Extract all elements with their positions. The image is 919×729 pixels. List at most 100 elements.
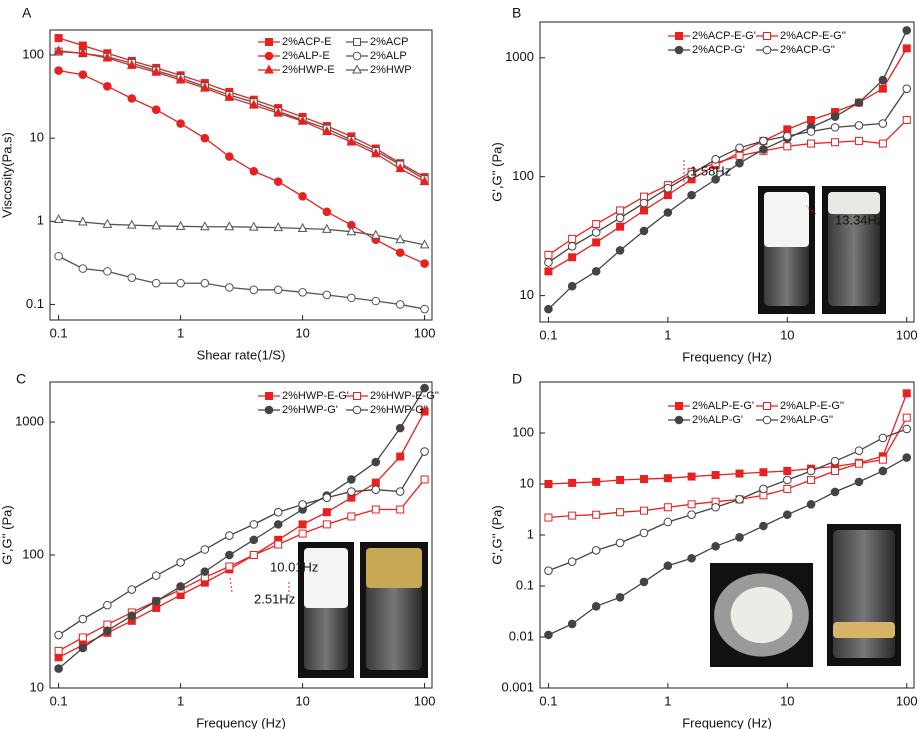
data-point <box>322 207 332 217</box>
data-point <box>735 151 744 160</box>
data-point <box>830 487 840 497</box>
data-point <box>902 389 911 398</box>
data-point <box>854 477 864 487</box>
data-point <box>175 74 186 84</box>
data-point <box>103 600 112 610</box>
data-point <box>783 484 792 493</box>
data-point <box>567 241 577 251</box>
photo <box>298 542 354 678</box>
legend-marker <box>264 64 274 74</box>
legend-label: 2%HWP <box>370 64 412 76</box>
data-point <box>347 475 356 484</box>
data-point <box>592 238 601 247</box>
data-point <box>395 487 405 496</box>
data-point <box>225 550 234 560</box>
data-point <box>274 540 283 549</box>
data-point <box>568 234 577 243</box>
data-point <box>831 138 840 147</box>
data-point <box>102 52 113 62</box>
data-point <box>902 453 912 462</box>
data-point <box>298 529 307 538</box>
data-point <box>322 508 331 517</box>
legend-marker <box>352 405 362 415</box>
data-point <box>200 567 210 576</box>
x-tick-label: 0.1 <box>50 693 68 708</box>
data-point <box>420 383 429 393</box>
data-point <box>102 218 113 228</box>
data-point <box>806 499 816 509</box>
data-point <box>831 466 840 475</box>
series-line <box>58 387 426 670</box>
data-point <box>568 253 577 262</box>
y-tick-label: 100 <box>22 46 44 61</box>
annotation: 10.01Hz <box>270 559 318 574</box>
jar-content <box>304 548 348 608</box>
data-point <box>639 506 648 515</box>
y-tick-label: 1 <box>527 526 534 541</box>
data-point <box>830 112 840 121</box>
y-tick-label: 10 <box>520 475 534 490</box>
data-point <box>639 528 649 538</box>
data-point <box>371 505 380 514</box>
data-point <box>248 99 259 109</box>
data-point <box>615 246 625 255</box>
data-point <box>273 520 283 529</box>
data-point <box>127 273 137 282</box>
legend-marker <box>762 415 772 425</box>
data-point <box>639 577 649 587</box>
data-point <box>759 484 768 494</box>
data-point <box>616 222 625 231</box>
data-point <box>151 220 162 230</box>
data-point <box>176 558 185 567</box>
data-point <box>347 293 356 303</box>
data-point <box>591 546 601 555</box>
data-point <box>225 562 234 571</box>
legend-label: 2%ACP-E <box>282 36 332 48</box>
legend-label: 2%ALP-G' <box>692 414 743 426</box>
jar-content <box>828 192 880 214</box>
data-point <box>544 258 553 267</box>
data-point <box>249 520 259 529</box>
data-point <box>103 267 112 276</box>
y-tick-label: 10 <box>520 287 534 302</box>
legend-marker <box>675 402 683 410</box>
data-point <box>419 176 430 186</box>
legend-label: 2%ACP-E-G'' <box>780 30 846 42</box>
data-point <box>126 59 137 69</box>
data-point <box>567 557 577 566</box>
data-point <box>347 512 356 521</box>
y-axis-label: G',G'' (Pa) <box>0 505 14 564</box>
legend-label: 2%ALP-G'' <box>780 414 833 426</box>
x-tick-label: 0.1 <box>539 327 557 342</box>
gel <box>730 586 793 644</box>
data-point <box>127 94 137 103</box>
data-point <box>419 239 430 249</box>
data-point <box>248 221 259 231</box>
data-point <box>151 596 161 606</box>
data-point <box>878 139 887 148</box>
data-point <box>273 507 283 517</box>
data-point <box>759 136 768 146</box>
panel-label: B <box>512 5 521 21</box>
legend-label: 2%ALP-E <box>282 50 330 62</box>
data-point <box>346 226 357 236</box>
data-point <box>878 84 887 93</box>
data-point <box>854 121 864 130</box>
data-point <box>902 44 911 53</box>
data-point <box>591 267 601 276</box>
data-point <box>759 468 768 477</box>
data-point <box>687 472 696 481</box>
data-point <box>273 285 283 295</box>
data-point <box>830 456 840 466</box>
series-line <box>548 417 908 519</box>
data-point <box>322 290 332 300</box>
data-point <box>249 285 259 295</box>
data-point <box>225 152 234 161</box>
legend-marker <box>674 415 684 425</box>
data-point <box>711 542 720 551</box>
data-point <box>371 485 381 494</box>
data-point <box>878 119 888 128</box>
data-point <box>711 502 720 512</box>
data-point <box>54 34 63 43</box>
data-point <box>878 455 887 464</box>
